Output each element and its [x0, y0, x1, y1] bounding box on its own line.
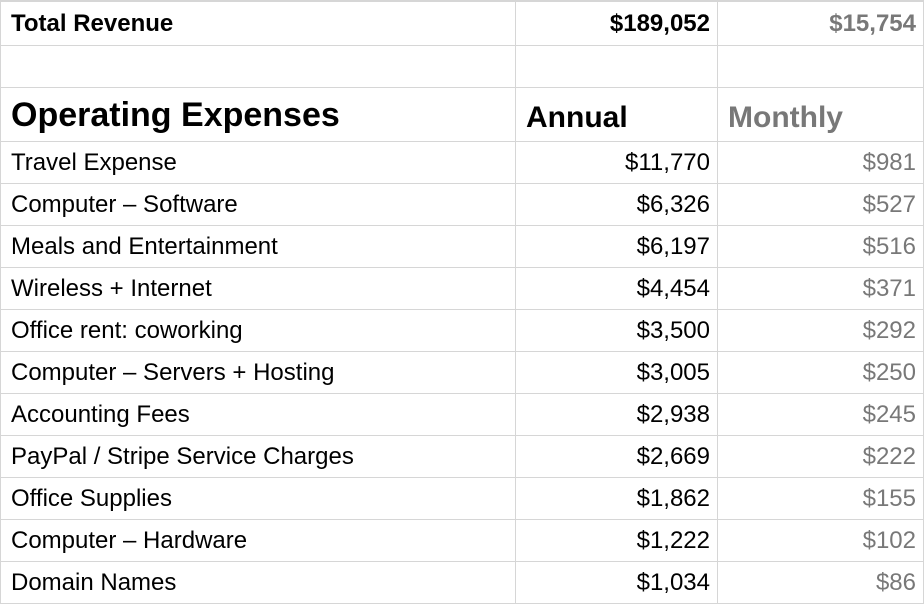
monthly-header-cell[interactable]: Monthly — [718, 88, 924, 142]
expense-row: Accounting Fees $2,938 $245 — [0, 394, 924, 436]
annual-header-cell[interactable]: Annual — [516, 88, 718, 142]
expense-annual-cell[interactable]: $1,034 — [516, 562, 718, 604]
expense-monthly-cell[interactable]: $250 — [718, 352, 924, 394]
total-revenue-monthly-cell[interactable]: $15,754 — [718, 0, 924, 46]
expense-monthly-cell[interactable]: $155 — [718, 478, 924, 520]
expense-annual-cell[interactable]: $3,005 — [516, 352, 718, 394]
expense-monthly-cell[interactable]: $102 — [718, 520, 924, 562]
empty-cell[interactable] — [718, 46, 924, 88]
expense-monthly-cell[interactable]: $371 — [718, 268, 924, 310]
expense-annual-cell[interactable]: $3,500 — [516, 310, 718, 352]
expense-monthly-cell[interactable]: $527 — [718, 184, 924, 226]
expense-annual-cell[interactable]: $4,454 — [516, 268, 718, 310]
expense-label-cell[interactable]: Computer – Software — [0, 184, 516, 226]
expense-label-cell[interactable]: Office Supplies — [0, 478, 516, 520]
expense-row: Computer – Servers + Hosting $3,005 $250 — [0, 352, 924, 394]
expense-row: Domain Names $1,034 $86 — [0, 562, 924, 604]
expense-row: Meals and Entertainment $6,197 $516 — [0, 226, 924, 268]
expense-annual-cell[interactable]: $6,326 — [516, 184, 718, 226]
expense-monthly-cell[interactable]: $222 — [718, 436, 924, 478]
expense-row: Wireless + Internet $4,454 $371 — [0, 268, 924, 310]
total-revenue-annual-cell[interactable]: $189,052 — [516, 0, 718, 46]
expense-label-cell[interactable]: Accounting Fees — [0, 394, 516, 436]
expense-annual-cell[interactable]: $1,862 — [516, 478, 718, 520]
expense-annual-cell[interactable]: $11,770 — [516, 142, 718, 184]
expense-annual-cell[interactable]: $2,938 — [516, 394, 718, 436]
empty-row — [0, 46, 924, 88]
expense-label-cell[interactable]: Meals and Entertainment — [0, 226, 516, 268]
expense-annual-cell[interactable]: $6,197 — [516, 226, 718, 268]
empty-cell[interactable] — [0, 46, 516, 88]
operating-expenses-title-cell[interactable]: Operating Expenses — [0, 88, 516, 142]
expense-row: Computer – Software $6,326 $527 — [0, 184, 924, 226]
expense-row: Office rent: coworking $3,500 $292 — [0, 310, 924, 352]
expense-row: Office Supplies $1,862 $155 — [0, 478, 924, 520]
expense-row: Travel Expense $11,770 $981 — [0, 142, 924, 184]
total-revenue-label-cell[interactable]: Total Revenue — [0, 0, 516, 46]
expense-annual-cell[interactable]: $1,222 — [516, 520, 718, 562]
expense-row: Computer – Hardware $1,222 $102 — [0, 520, 924, 562]
expense-label-cell[interactable]: Domain Names — [0, 562, 516, 604]
expense-annual-cell[interactable]: $2,669 — [516, 436, 718, 478]
expense-monthly-cell[interactable]: $245 — [718, 394, 924, 436]
empty-cell[interactable] — [516, 46, 718, 88]
expense-label-cell[interactable]: PayPal / Stripe Service Charges — [0, 436, 516, 478]
expense-monthly-cell[interactable]: $292 — [718, 310, 924, 352]
total-revenue-row: Total Revenue $189,052 $15,754 — [0, 0, 924, 46]
expense-label-cell[interactable]: Wireless + Internet — [0, 268, 516, 310]
expense-label-cell[interactable]: Computer – Servers + Hosting — [0, 352, 516, 394]
expense-row: PayPal / Stripe Service Charges $2,669 $22… — [0, 436, 924, 478]
expense-label-cell[interactable]: Computer – Hardware — [0, 520, 516, 562]
operating-expenses-header-row: Operating Expenses Annual Monthly — [0, 88, 924, 142]
expense-monthly-cell[interactable]: $981 — [718, 142, 924, 184]
expense-label-cell[interactable]: Office rent: coworking — [0, 310, 516, 352]
expense-label-cell[interactable]: Travel Expense — [0, 142, 516, 184]
expense-monthly-cell[interactable]: $516 — [718, 226, 924, 268]
expense-monthly-cell[interactable]: $86 — [718, 562, 924, 604]
